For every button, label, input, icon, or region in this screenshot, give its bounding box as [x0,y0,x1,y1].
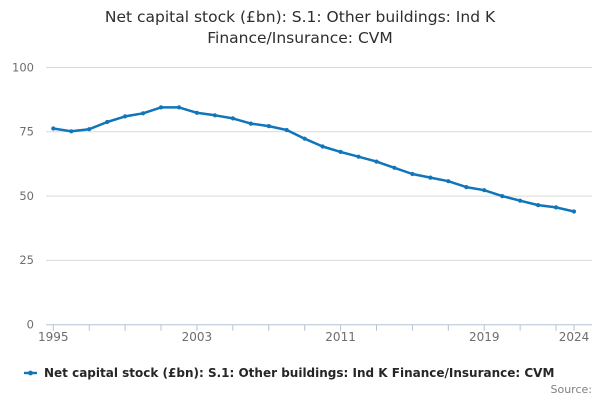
x-axis-label: 1995 [38,330,69,344]
data-point-marker [123,114,128,119]
data-point-marker [284,127,289,133]
y-axis-label: 50 [19,189,34,203]
x-axis-label: 2024 [559,330,590,344]
data-point-marker [141,111,146,116]
data-point-marker [536,203,541,208]
data-point-marker [230,116,235,121]
source-label: Source: [550,383,593,396]
chart-title: Net capital stock (£bn): S.1: Other buil… [0,7,600,50]
data-point-marker [302,136,307,141]
data-point-marker [392,165,397,170]
x-axis-label: 2003 [182,330,213,344]
data-line-series [52,106,576,213]
data-point-marker [374,159,379,164]
data-point-marker [410,171,415,177]
data-point-marker [518,198,523,203]
data-point-marker [338,149,343,154]
data-point-marker [194,110,199,115]
data-point-marker [212,113,217,118]
data-point-marker [500,194,505,199]
x-axis-label: 2011 [325,330,356,344]
chart-title-line-2: Finance/Insurance: CVM [207,29,393,48]
data-point-marker [428,175,433,180]
y-axis-label: 0 [27,318,34,332]
data-point-marker [176,105,182,110]
y-axis-label: 75 [19,125,34,139]
legend-line-marker-icon [24,370,37,376]
legend: Net capital stock (£bn): S.1: Other buil… [24,366,554,380]
y-axis-label: 100 [12,60,34,74]
data-point-marker [248,121,253,126]
data-point-marker [87,127,92,132]
data-point-marker [482,188,487,193]
data-point-marker [446,179,451,184]
legend-label: Net capital stock (£bn): S.1: Other buil… [44,366,555,380]
data-point-marker [266,124,271,129]
plot-area: 0 25 50 75 100 1995 2003 2011 2019 2024 [12,60,592,344]
data-point-marker [356,154,361,159]
data-point-marker [69,129,74,134]
data-point-marker [553,205,559,210]
y-axis-label: 25 [19,253,34,267]
chart-title-line-1: Net capital stock (£bn): S.1: Other buil… [104,8,496,26]
data-point-marker [320,144,325,149]
data-point-marker [105,119,110,125]
legend-marker-dot [28,370,33,376]
data-point-marker [158,105,164,110]
data-point-marker [51,126,56,131]
data-point-marker [464,185,469,190]
data-point-marker [571,209,577,214]
x-axis-label: 2019 [469,330,500,344]
